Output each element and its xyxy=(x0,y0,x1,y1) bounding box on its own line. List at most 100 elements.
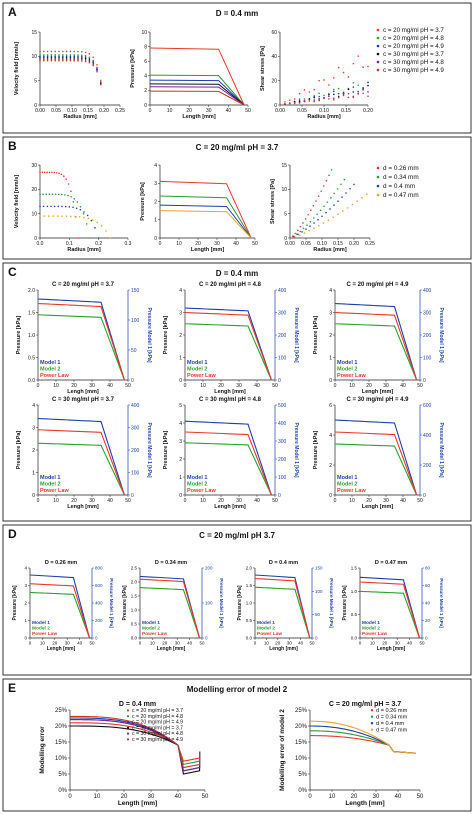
B1-point xyxy=(57,193,60,196)
A3-point xyxy=(288,102,291,105)
A3-y-tick-label: 0 xyxy=(274,103,277,109)
A1-point xyxy=(39,59,41,62)
C5-y-tick-label: 4 xyxy=(179,421,182,427)
D3-x-tick-label: 30 xyxy=(287,641,293,646)
D1-legend-item: Model 1 xyxy=(32,620,50,626)
A1-point xyxy=(39,56,41,59)
A2-x-tick-label: 50 xyxy=(245,108,251,114)
D3-legend-item: Model 2 xyxy=(257,626,275,632)
D3-y-tick-label: 0.0 xyxy=(246,636,253,641)
B1-point xyxy=(60,173,63,176)
D1-y2-tick-label: 400 xyxy=(95,601,103,606)
A1-point xyxy=(39,54,41,56)
D1-y-tick-label: 2 xyxy=(24,601,27,606)
B1-point xyxy=(57,205,60,208)
B1-point xyxy=(42,205,45,208)
C3-series-line xyxy=(334,311,418,381)
C1-legend-item: Power Law xyxy=(40,373,69,379)
D1-x-label: Lengh [mm] xyxy=(47,646,76,652)
C4-y-tick-label: 3 xyxy=(32,425,35,431)
A3-point xyxy=(352,95,355,98)
B3-point xyxy=(337,200,339,202)
A3-point xyxy=(313,95,316,97)
A1-point xyxy=(73,59,75,62)
A1-point xyxy=(73,58,75,61)
legend-E2-item: d = 0.34 mm xyxy=(376,715,408,721)
B3-point xyxy=(302,222,304,224)
D1-y2-label: Pressure Model 1 [kPa] xyxy=(109,578,114,628)
E1-x-tick-label: 30 xyxy=(148,794,155,800)
B1-point xyxy=(64,205,67,208)
A1-y-tick-label: 10 xyxy=(31,54,37,60)
C6-x-tick-label: 0 xyxy=(334,498,337,504)
panel-title-A: D = 0.4 mm xyxy=(216,9,258,18)
B1-y-tick-label: 10 xyxy=(31,211,37,217)
C2-legend-item: Model 2 xyxy=(187,367,207,373)
D4-y2-tick-label: 40 xyxy=(425,601,431,606)
C3-legend-item: Power Law xyxy=(337,373,366,379)
B2-y-tick-label: 4 xyxy=(154,163,157,169)
B1-point xyxy=(90,219,93,222)
A3-point xyxy=(352,91,355,93)
A1-point xyxy=(100,83,102,86)
A3-x-tick-label: 0.00 xyxy=(275,108,285,114)
B3-point xyxy=(342,210,344,212)
C3-y-tick-label: 2 xyxy=(329,333,332,339)
B3-point xyxy=(336,188,339,190)
C6-x-tick-label: 30 xyxy=(383,498,389,504)
D2-y2-tick-label: 0 xyxy=(205,636,208,641)
A1-point xyxy=(58,59,60,62)
A3-point xyxy=(357,55,360,57)
C2-y-tick-label: 4 xyxy=(179,288,182,294)
C1-x-tick-label: 10 xyxy=(53,383,59,389)
B1-point xyxy=(53,171,56,174)
E2-y-tick-label: 0% xyxy=(298,788,307,794)
A3-point xyxy=(298,99,301,102)
A1-point xyxy=(46,59,49,62)
A2-y-tick-label: 4 xyxy=(144,74,147,80)
B3-point xyxy=(307,213,310,216)
C2-legend-item: Power Law xyxy=(187,373,216,379)
B1-point xyxy=(39,171,41,174)
A2-y-tick-label: 2 xyxy=(144,88,147,94)
B1-point xyxy=(68,206,71,208)
panel-title-B: C = 20 mg/ml pH = 3.7 xyxy=(196,143,279,152)
D4-x-label: Lengh [mm] xyxy=(377,646,406,652)
A1-point xyxy=(54,59,56,62)
A1-point xyxy=(88,57,91,60)
D4-y2-label: Pressure Model 1 [kPa] xyxy=(439,578,444,628)
C1-y2-tick-label: 0 xyxy=(131,378,134,384)
A3-point xyxy=(323,97,325,100)
D4-series-line xyxy=(359,590,421,639)
D4-title: D = 0.47 mm xyxy=(375,560,407,566)
A1-point xyxy=(46,50,49,53)
A1-point xyxy=(73,57,75,59)
A2-y-tick-label: 10 xyxy=(141,30,147,36)
A3-point xyxy=(362,66,364,69)
D1-y2-tick-label: 200 xyxy=(95,618,103,623)
B2-y-tick-label: 0 xyxy=(154,236,157,242)
B3-point xyxy=(343,178,346,181)
A2-series-line xyxy=(149,79,245,106)
B3-point xyxy=(353,183,355,186)
A1-point xyxy=(62,58,64,61)
D4-y2-tick-label: 20 xyxy=(425,618,431,623)
C2-y2-tick-label: 0 xyxy=(278,378,281,384)
B3-point xyxy=(332,216,335,219)
C1-y-tick-label: 0.5 xyxy=(28,355,35,361)
A1-point xyxy=(46,54,49,56)
A1-point xyxy=(58,54,60,56)
legend-E1-marker xyxy=(126,715,130,718)
B3-point xyxy=(317,195,320,197)
panel-frame-E xyxy=(2,678,472,812)
A3-point xyxy=(332,88,335,91)
C6-y-tick-label: 6 xyxy=(329,403,332,409)
legend-B-marker xyxy=(376,193,380,197)
B3-point xyxy=(313,227,315,230)
D2-y2-tick-label: 100 xyxy=(205,601,213,606)
legend-A-item: c = 20 mg/ml pH = 3.7 xyxy=(383,27,444,34)
D2-y-label: Pressure [kPa] xyxy=(122,585,128,620)
B2-series-line xyxy=(159,180,252,239)
B3-point xyxy=(296,233,298,235)
B1-point xyxy=(74,215,76,218)
